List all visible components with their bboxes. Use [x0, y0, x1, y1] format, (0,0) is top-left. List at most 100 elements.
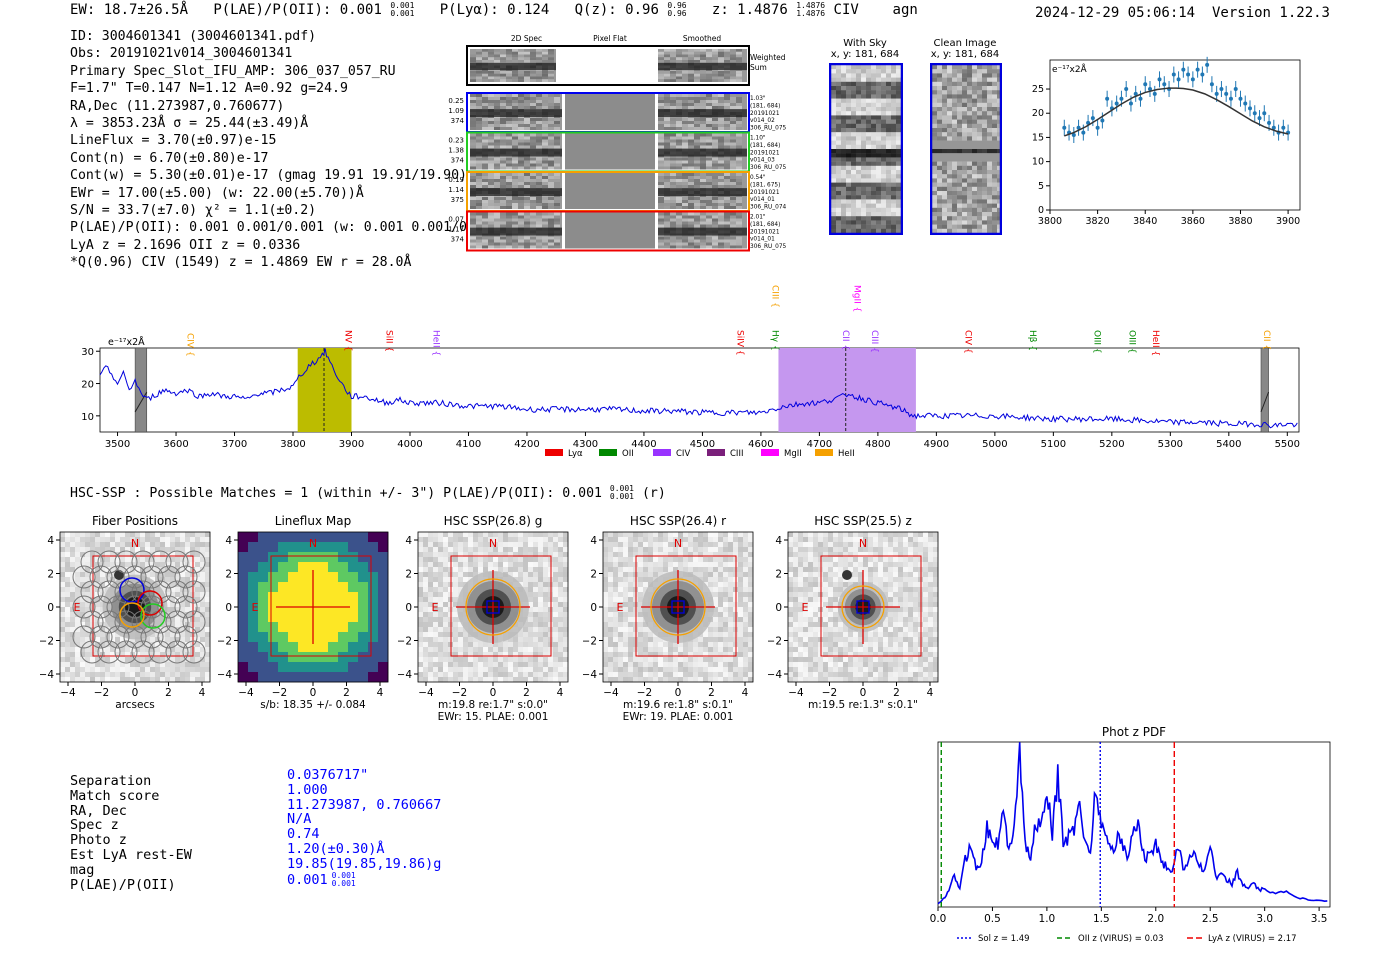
hsc-pixel — [65, 562, 71, 568]
pixel — [688, 136, 694, 140]
hsc-pixel — [65, 582, 71, 588]
sky-pixel — [896, 228, 902, 234]
hsc-pixel — [438, 622, 444, 628]
cutout-row-left-value: 374 — [451, 117, 465, 125]
sky-pixel — [856, 182, 862, 187]
sky-pixel — [836, 144, 842, 150]
fiber-circle — [157, 565, 181, 589]
sky-pixel — [937, 228, 943, 234]
spectrum-axes — [99, 347, 1300, 433]
pixel — [524, 218, 530, 222]
sky-pixel — [861, 140, 867, 145]
pixel — [506, 163, 512, 167]
sky-pixel — [937, 186, 943, 192]
pixel — [488, 212, 494, 216]
sky-pixel — [952, 144, 958, 150]
hsc-pixel — [140, 557, 146, 563]
pixel — [670, 200, 676, 203]
hsc-pixel — [523, 552, 529, 558]
pixel — [536, 173, 542, 176]
pixel — [506, 106, 512, 109]
pixel — [736, 127, 742, 130]
hsc-pixel — [200, 602, 206, 608]
pixel — [524, 185, 530, 188]
pixel — [688, 133, 694, 137]
sky-pixel — [942, 115, 948, 120]
sky-pixel — [836, 73, 842, 78]
info-line: LineFlux = 3.70(±0.97)e-15 — [70, 133, 277, 149]
hsc-pixel — [160, 647, 166, 653]
sky-pixel — [861, 86, 867, 91]
pixel — [554, 163, 560, 167]
pixel — [700, 121, 706, 124]
sky-pixel — [846, 203, 852, 208]
hsc-pixel — [538, 552, 544, 558]
pixel — [718, 215, 724, 219]
hsc-x-tick-label: 4 — [377, 687, 384, 699]
pixel — [530, 49, 536, 52]
hsc-x-tick-label: −4 — [238, 687, 254, 699]
pixel — [730, 197, 736, 200]
pixel — [548, 100, 554, 103]
pixel — [536, 97, 542, 100]
hsc-pixel — [170, 677, 176, 683]
pixel — [736, 236, 742, 240]
hsc-pixel — [95, 587, 101, 593]
sky-pixel — [846, 191, 852, 196]
pixel — [718, 94, 724, 97]
sky-pixel — [962, 161, 968, 166]
hsc-pixel — [190, 662, 196, 668]
pixel — [518, 215, 524, 219]
sky-pixel — [841, 90, 847, 95]
pixel — [536, 133, 542, 137]
hsc-pixel — [185, 572, 191, 578]
cutout-row-right-value: (181, 684) — [750, 222, 780, 228]
lineflux-pixel — [358, 612, 369, 623]
pixel — [482, 197, 488, 200]
pixel — [524, 118, 530, 121]
hsc-pixel — [160, 582, 166, 588]
pixel — [712, 166, 718, 170]
hsc-pixel — [65, 557, 71, 563]
sky-pixel — [836, 207, 842, 213]
hsc-pixel — [195, 597, 201, 603]
pixel — [488, 97, 494, 100]
hsc-pixel — [473, 542, 479, 548]
hsc-pixel — [120, 542, 126, 548]
pixel — [730, 94, 736, 97]
pixel — [718, 124, 724, 127]
pixel — [724, 127, 730, 130]
sky-pixel — [932, 165, 938, 171]
hsc-pixel — [120, 637, 126, 643]
hsc-pixel — [185, 532, 191, 538]
pixel — [688, 127, 694, 130]
sky-pixel — [957, 212, 963, 217]
pixel — [724, 157, 730, 161]
hsc-pixel — [538, 537, 544, 543]
sky-pixel — [851, 136, 857, 141]
sky-pixel — [871, 182, 877, 187]
pixel — [676, 182, 682, 185]
sky-pixel — [957, 123, 963, 129]
hsc-pixel — [473, 537, 479, 543]
hsc-pixel — [205, 572, 211, 578]
pixel — [500, 185, 506, 188]
hsc-pixel — [418, 592, 424, 598]
hsc-pixel — [160, 557, 166, 563]
sky-pixel — [967, 224, 973, 229]
hsc-pixel — [493, 557, 499, 563]
pixel — [664, 139, 670, 143]
hsc-pixel — [140, 677, 146, 683]
sky-pixel — [836, 178, 842, 183]
hsc-pixel — [115, 632, 121, 638]
pixel — [682, 94, 688, 97]
pixel — [542, 49, 548, 52]
sky-pixel — [866, 153, 872, 158]
hsc-pixel — [185, 552, 191, 558]
info-line: Obs: 20191021v014_3004601341 — [70, 46, 293, 62]
pixel — [670, 242, 676, 246]
pixel — [512, 160, 518, 164]
lineflux-pixel — [378, 542, 389, 553]
sky-pixel — [957, 102, 963, 108]
pixel — [542, 236, 548, 240]
